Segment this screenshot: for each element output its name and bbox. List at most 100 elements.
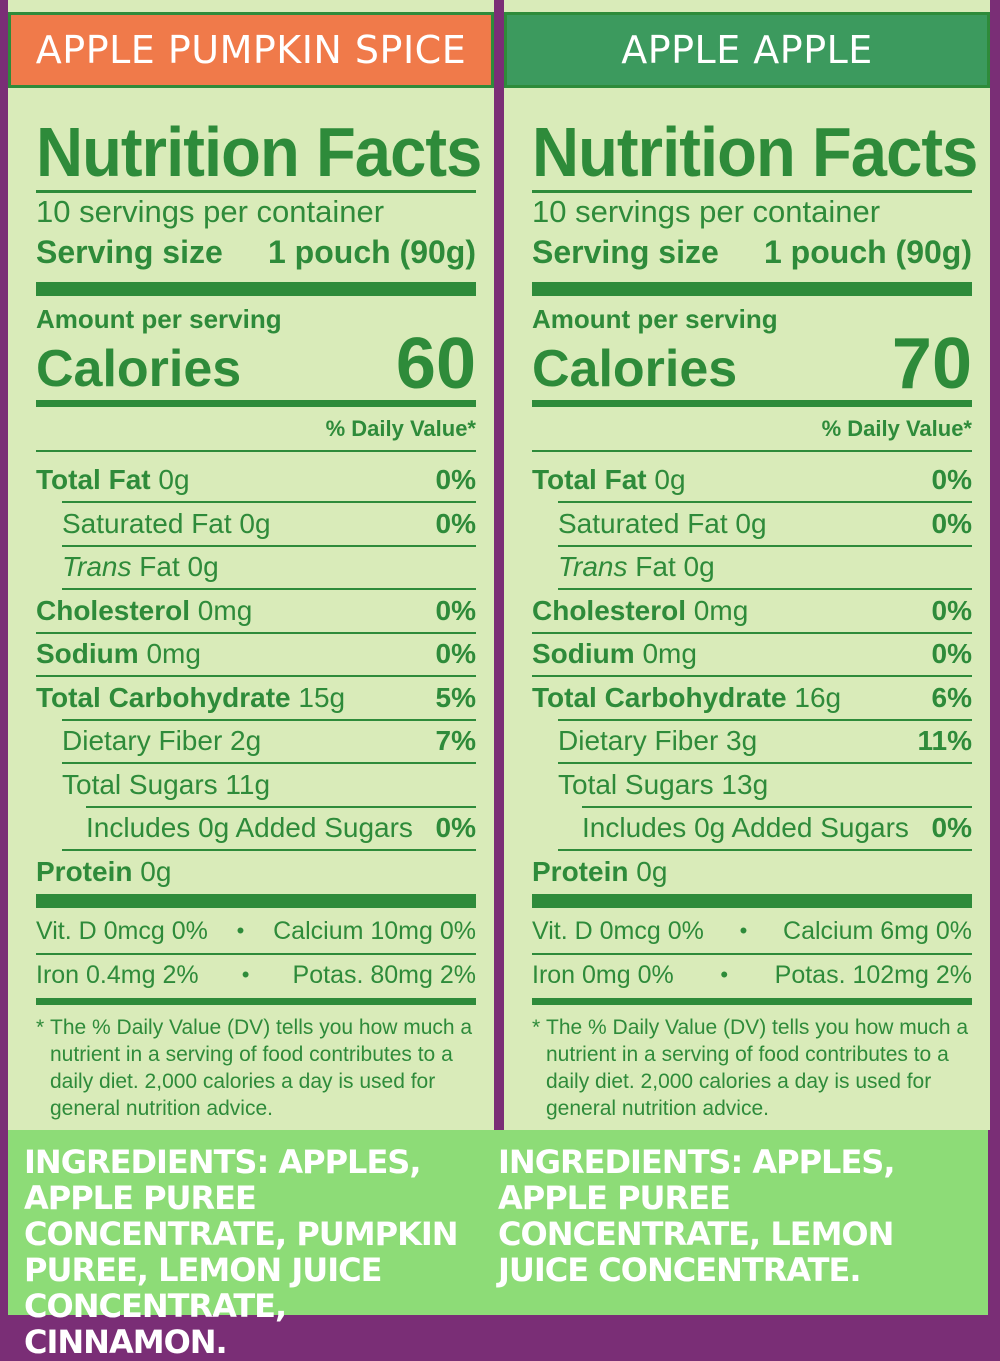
vitamin-d: Vit. D 0mcg 0% bbox=[532, 916, 704, 945]
nutrient-bold-label: Sodium bbox=[532, 638, 635, 669]
potassium: Potas. 80mg 2% bbox=[292, 960, 476, 989]
nutrient-row: Sodium 0mg 0% bbox=[36, 632, 476, 676]
nutrient-bold-label: Total Fat bbox=[532, 464, 647, 495]
nutrient-daily-value: 0% bbox=[435, 507, 476, 539]
nutrient-name: Total Sugars 13g bbox=[532, 769, 768, 801]
nutrient-amount: Fat 0g bbox=[131, 551, 219, 582]
nutrient-label: Saturated Fat 0g bbox=[558, 507, 767, 539]
nutrient-name: Total Fat 0g bbox=[532, 464, 686, 496]
nutrient-row: Trans Fat 0g bbox=[36, 545, 476, 589]
divider bbox=[532, 190, 972, 193]
nutrient-amount: 0mg bbox=[138, 638, 201, 669]
nutrient-name: Saturated Fat 0g bbox=[532, 508, 767, 540]
thin-divider bbox=[532, 450, 972, 452]
nutrition-panel-apple-pumpkin-spice: APPLE PUMPKIN SPICE Nutrition Facts 10 s… bbox=[8, 0, 494, 1130]
nutrient-bold-label: Cholesterol bbox=[36, 594, 191, 626]
calories-label: Calories bbox=[36, 340, 242, 398]
row-divider bbox=[86, 805, 476, 808]
servings-per-container: 10 servings per container bbox=[532, 194, 881, 229]
serving-size-value: 1 pouch (90g) bbox=[763, 234, 972, 270]
thick-divider bbox=[532, 894, 972, 908]
nutrient-name: Cholesterol 0mg bbox=[36, 595, 252, 627]
footnote-mark: * bbox=[36, 1016, 45, 1039]
ingredients-panel-left: INGREDIENTS: APPLES, APPLE PUREE CONCENT… bbox=[8, 1130, 494, 1360]
thin-divider bbox=[36, 450, 476, 452]
nutrient-italic-label: Trans bbox=[62, 551, 132, 582]
row-divider bbox=[62, 762, 476, 764]
calories-label: Calories bbox=[532, 340, 738, 398]
row-divider bbox=[62, 718, 476, 721]
nutrient-amount: 0g bbox=[150, 464, 190, 495]
product-banner: APPLE PUMPKIN SPICE bbox=[8, 12, 494, 88]
row-divider bbox=[582, 805, 972, 808]
nutrient-label: Includes 0g Added Sugars bbox=[86, 812, 413, 843]
row-divider bbox=[62, 849, 476, 851]
footnote: * The % Daily Value (DV) tells you how m… bbox=[36, 1014, 476, 1122]
nutrient-row: Dietary Fiber 3g 11% bbox=[532, 719, 972, 763]
nutrient-name: Sodium 0mg bbox=[532, 638, 697, 670]
row-divider bbox=[558, 501, 972, 503]
nutrient-daily-value: 0% bbox=[435, 812, 476, 843]
daily-value-header: % Daily Value* bbox=[325, 416, 476, 441]
nutrient-label: Saturated Fat 0g bbox=[62, 507, 271, 539]
calcium: Calcium 10mg 0% bbox=[273, 916, 476, 945]
footnote-mark: * bbox=[532, 1016, 541, 1039]
medium-divider bbox=[532, 400, 972, 407]
calories-value: 70 bbox=[891, 324, 972, 404]
nutrient-row: Saturated Fat 0g 0% bbox=[532, 502, 972, 546]
thin-divider bbox=[532, 953, 972, 955]
bullet: • bbox=[236, 918, 245, 943]
thick-divider bbox=[36, 894, 476, 908]
nutrient-amount: 0mg bbox=[190, 594, 253, 626]
row-divider bbox=[558, 544, 972, 547]
nutrient-amount: Fat 0g bbox=[627, 551, 715, 582]
nutrient-name: Includes 0g Added Sugars bbox=[532, 812, 909, 844]
product-banner: APPLE APPLE bbox=[504, 12, 990, 88]
nutrient-daily-value: 0% bbox=[931, 638, 972, 669]
thin-divider bbox=[36, 953, 476, 955]
row-divider bbox=[558, 762, 972, 764]
nutrient-name: Trans Fat 0g bbox=[36, 551, 219, 583]
nutrient-daily-value: 7% bbox=[435, 725, 476, 756]
amount-per-serving: Amount per serving bbox=[36, 304, 282, 334]
nutrient-daily-value: 5% bbox=[435, 681, 476, 713]
footnote-text: The % Daily Value (DV) tells you how muc… bbox=[50, 1016, 473, 1120]
potassium: Potas. 102mg 2% bbox=[774, 960, 972, 989]
vitamin-row: Iron 0.4mg 2% • Potas. 80mg 2% bbox=[36, 954, 476, 996]
nutrient-bold-label: Protein bbox=[532, 855, 629, 887]
nutrient-amount: 15g bbox=[290, 681, 346, 713]
nutrient-name: Total Sugars 11g bbox=[36, 769, 270, 801]
nutrient-label: Dietary Fiber 3g bbox=[558, 725, 758, 756]
divider bbox=[36, 190, 476, 193]
nutrient-name: Saturated Fat 0g bbox=[36, 508, 271, 540]
servings-per-container: 10 servings per container bbox=[36, 194, 385, 229]
nutrient-name: Protein 0g bbox=[36, 856, 171, 888]
nutrient-daily-value: 11% bbox=[917, 725, 973, 756]
row-divider bbox=[62, 544, 476, 547]
daily-value-header: % Daily Value* bbox=[821, 416, 972, 441]
serving-size-value: 1 pouch (90g) bbox=[267, 234, 476, 270]
vitamin-row: Iron 0mg 0% • Potas. 102mg 2% bbox=[532, 954, 972, 996]
nutrient-row: Cholesterol 0mg 0% bbox=[36, 589, 476, 633]
nutrient-daily-value: 0% bbox=[931, 594, 972, 626]
nutrient-daily-value: 0% bbox=[435, 638, 476, 669]
medium-divider bbox=[532, 998, 972, 1005]
ingredients-panel-right: INGREDIENTS: APPLES, APPLE PUREE CONCENT… bbox=[494, 1130, 988, 1315]
row-divider bbox=[36, 631, 476, 634]
nutrient-amount: 0g bbox=[646, 464, 686, 495]
nutrient-name: Total Carbohydrate 16g bbox=[532, 682, 841, 714]
bullet: • bbox=[241, 962, 250, 987]
nutrient-bold-label: Sodium bbox=[36, 638, 139, 669]
vitamin-row: Vit. D 0mcg 0% • Calcium 10mg 0% bbox=[36, 910, 476, 952]
nutrient-row: Saturated Fat 0g 0% bbox=[36, 502, 476, 546]
nutrient-row: Trans Fat 0g bbox=[532, 545, 972, 589]
nutrient-row: Total Fat 0g 0% bbox=[532, 458, 972, 502]
row-divider bbox=[62, 501, 476, 503]
nutrition-label: Nutrition Facts 10 servings per containe… bbox=[36, 94, 482, 1124]
nutrition-label: Nutrition Facts 10 servings per containe… bbox=[532, 94, 978, 1124]
footnote-text: The % Daily Value (DV) tells you how muc… bbox=[546, 1016, 969, 1120]
calcium: Calcium 6mg 0% bbox=[783, 916, 972, 945]
nutrient-amount: 0g bbox=[132, 855, 172, 887]
nutrient-name: Cholesterol 0mg bbox=[532, 595, 748, 627]
nutrient-amount: 0g bbox=[628, 855, 668, 887]
